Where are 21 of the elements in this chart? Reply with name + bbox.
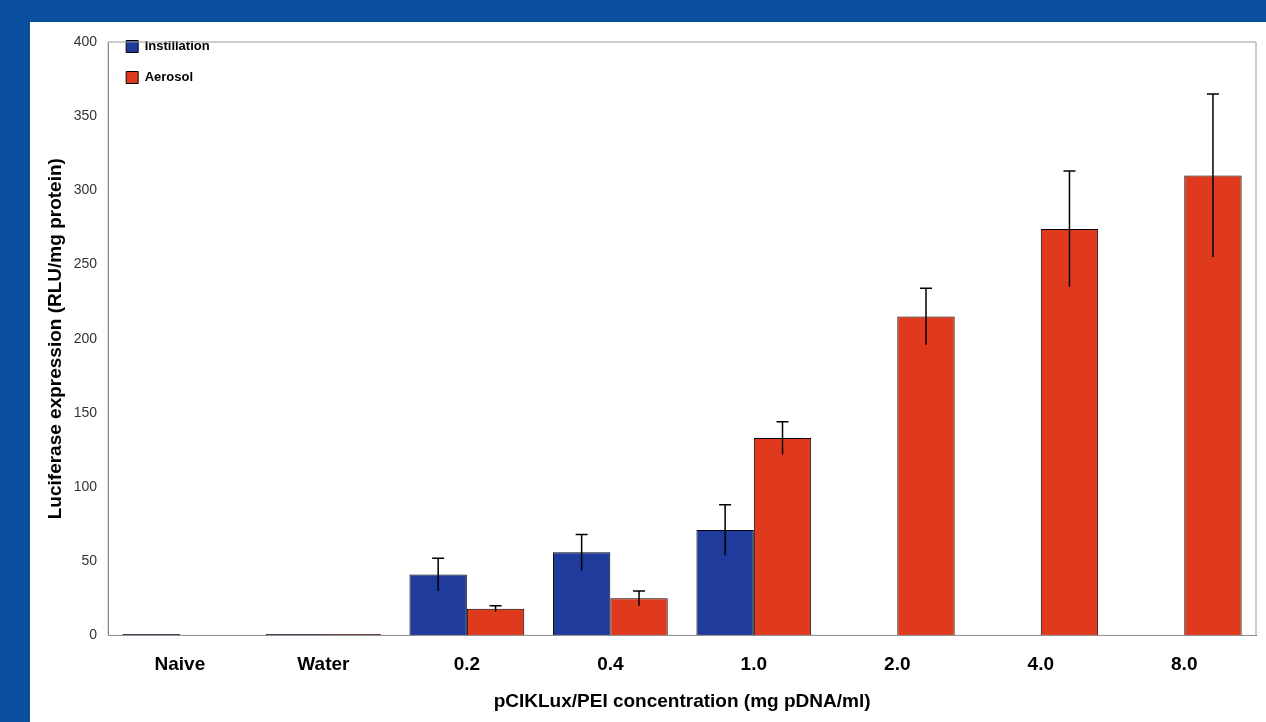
x-tick-label: 0.2 — [453, 653, 481, 675]
x-tick-label: 8.0 — [1171, 653, 1198, 675]
y-tick-label: 350 — [73, 107, 98, 124]
x-tick-label: Water — [297, 653, 351, 675]
legend-label: Instillation — [144, 38, 210, 54]
x-tick-label: 2.0 — [884, 653, 911, 675]
x-tick-label: Naive — [154, 653, 206, 675]
x-tick-label: 0.4 — [597, 653, 624, 675]
y-tick-label: 100 — [73, 477, 98, 494]
x-axis-title: pCIKLux/PEI concentration (mg pDNA/ml) — [493, 689, 871, 711]
y-axis-title: Luciferase expression (RLU/mg protein) — [43, 158, 65, 520]
y-tick-label: 150 — [73, 403, 98, 420]
y-tick-label: 200 — [73, 329, 98, 346]
x-tick-label: 4.0 — [1027, 653, 1054, 675]
y-tick-label: 50 — [81, 552, 98, 569]
y-tick-label: 0 — [89, 626, 98, 643]
y-tick-label: 250 — [73, 255, 98, 272]
y-tick-label: 400 — [73, 32, 98, 49]
legend-label: Aerosol — [144, 69, 194, 85]
y-tick-label: 300 — [73, 181, 98, 198]
x-tick-label: 1.0 — [740, 653, 768, 675]
